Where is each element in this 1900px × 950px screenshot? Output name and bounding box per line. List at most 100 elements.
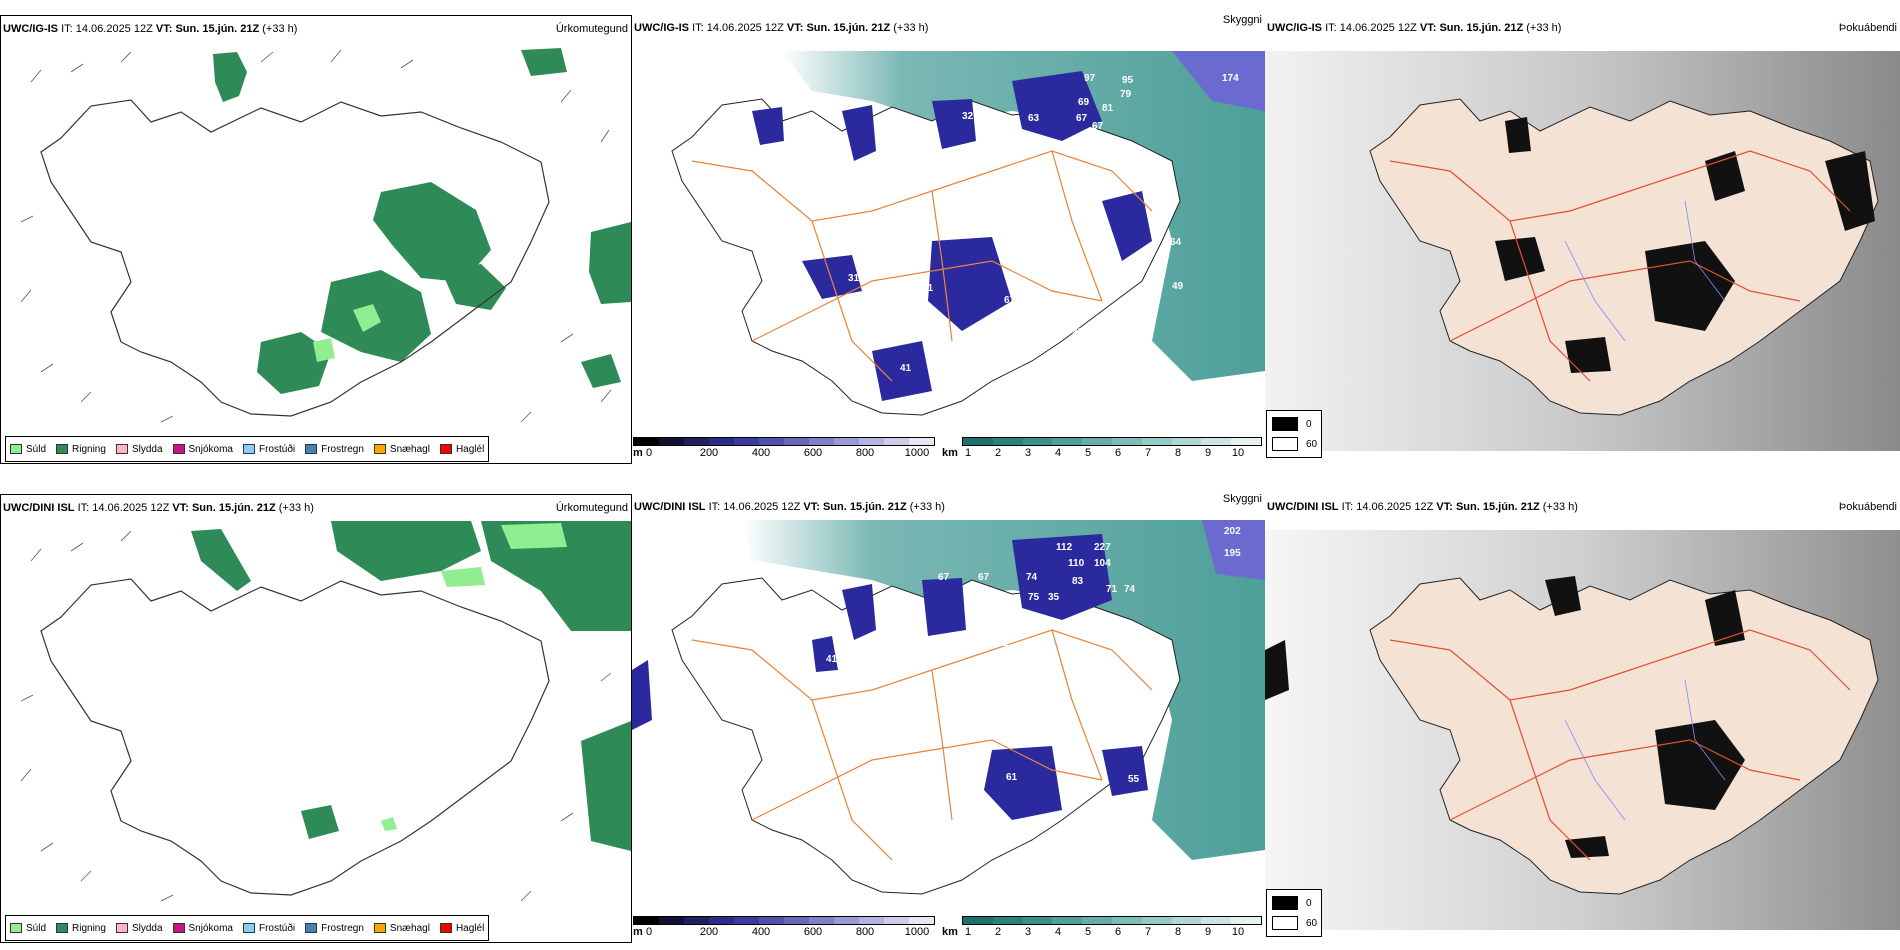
value-label: 119 <box>1022 313 1039 324</box>
value-label: 53 <box>882 602 894 613</box>
coastline <box>40 578 550 896</box>
value-label: 22 <box>1122 161 1134 172</box>
value-label: 67 <box>978 572 990 583</box>
tick-label: 200 <box>699 926 719 938</box>
tick-label: 9 <box>1204 447 1212 459</box>
legend-item: Haglél <box>439 923 484 934</box>
value-label: 49 <box>1172 281 1184 292</box>
panel-title: Skyggni <box>1222 494 1262 505</box>
island <box>671 577 1181 895</box>
height-colorbar: m 0 200 400 600 800 1000 <box>633 437 935 461</box>
km-ticks: 1 2 3 4 5 6 7 8 9 10 <box>942 926 1262 940</box>
drizzle-areas <box>313 304 381 362</box>
value-label: 104 <box>1094 558 1111 569</box>
value-label: 41 <box>808 295 820 306</box>
fog-panel-top: UWC/IG-IS IT: 14.06.2025 12Z VT: Sun. 15… <box>1265 15 1900 464</box>
island <box>671 98 1181 416</box>
legend-item: Snjókoma <box>172 923 233 934</box>
height-colorbar: m 0 200 400 600 800 1000 <box>633 916 935 940</box>
tick-label: 0 <box>645 926 653 938</box>
roads <box>691 150 1153 382</box>
legend-item: Slydda <box>115 444 163 455</box>
panel-title: Úrkomutegund <box>555 502 628 514</box>
visibility-field <box>742 520 1265 860</box>
value-label: 12 <box>998 638 1010 649</box>
legend-item: Snjókoma <box>172 444 233 455</box>
cloud-base-labels: 97 95 174 79 69 81 67 67 63 32 57 54 106… <box>782 73 1239 408</box>
legend-item: Frostregn <box>305 923 364 934</box>
tick-label: 7 <box>1144 926 1152 938</box>
fog-legend-item: 0 <box>1272 417 1312 431</box>
value-label: 28 <box>798 243 810 254</box>
value-label: 64 <box>1170 237 1182 248</box>
panel-header: UWC/IG-IS IT: 14.06.2025 12Z VT: Sun. 15… <box>1265 15 1900 41</box>
value-label: 69 <box>1042 642 1054 653</box>
tick-label: 400 <box>751 447 771 459</box>
tick-label: 2 <box>994 926 1002 938</box>
cloud-base-areas <box>752 71 1152 401</box>
cloud-base-areas <box>812 534 1148 820</box>
panel-title: Skyggni <box>1222 15 1262 26</box>
rivers <box>1564 200 1726 342</box>
height-ticks: 0 200 400 600 800 1000 <box>633 926 935 940</box>
value-label: 227 <box>1094 542 1111 553</box>
cloud-panel-bottom: UWC/DINI ISL IT: 14.06.2025 12Z VT: Sun.… <box>632 494 1265 943</box>
height-colorbar-strip <box>633 916 935 925</box>
tick-label: 5 <box>1084 447 1092 459</box>
value-label: 74 <box>1124 584 1136 595</box>
value-label: 50 <box>932 397 944 408</box>
value-label: 67 <box>938 572 950 583</box>
value-label: 67 <box>1004 295 1016 306</box>
cloud-base-labels: 202 195 112 227 110 104 83 71 74 67 67 7… <box>826 526 1241 823</box>
wind-barbs <box>20 530 612 902</box>
value-label: 50 <box>1040 341 1052 352</box>
value-label: 97 <box>1084 73 1096 84</box>
value-label: 202 <box>1224 526 1241 537</box>
value-label: 81 <box>1102 103 1114 114</box>
tick-label: 0 <box>645 447 653 459</box>
value-label: 31 <box>848 273 860 284</box>
legend-item: Snæhagl <box>373 923 430 934</box>
value-label: 55 <box>1128 774 1140 785</box>
km-colorbar: km 1 2 3 4 5 6 7 8 9 10 <box>942 437 1262 461</box>
tick-label: 1 <box>964 447 972 459</box>
high-cloud-area <box>1202 520 1265 580</box>
precip-legend: Súld Rigning Slydda Snjókoma Frostúði Fr… <box>5 436 490 462</box>
fog-areas <box>1495 117 1875 373</box>
value-label: 41 <box>826 654 838 665</box>
km-unit: km <box>942 447 958 459</box>
km-ticks: 1 2 3 4 5 6 7 8 9 10 <box>942 447 1262 461</box>
tick-label: 8 <box>1174 447 1182 459</box>
tick-label: 7 <box>1144 447 1152 459</box>
legend-item: Haglél <box>439 444 484 455</box>
roads <box>1389 150 1851 382</box>
precip-areas <box>191 521 631 851</box>
fog-legend-item: 60 <box>1272 437 1317 451</box>
value-label: 45 <box>1042 692 1054 703</box>
island <box>1369 98 1879 416</box>
legend-item: Rigning <box>56 923 106 934</box>
panel-title: Þokuábendi <box>1838 22 1897 34</box>
tick-label: 9 <box>1204 926 1212 938</box>
tick-label: 10 <box>1231 447 1245 459</box>
value-label: 79 <box>1120 89 1132 100</box>
value-label: 75 <box>1028 592 1040 603</box>
legend-item: Súld <box>10 444 46 455</box>
value-label: 34 <box>782 233 794 244</box>
tick-label: 8 <box>1174 926 1182 938</box>
value-label: 71 <box>1106 584 1118 595</box>
value-label: 35 <box>1048 592 1060 603</box>
precip-areas <box>213 48 631 394</box>
panel-header: UWC/IG-IS IT: 14.06.2025 12Z VT: Sun. 15… <box>632 15 1265 41</box>
km-colorbar-strip <box>962 437 1262 446</box>
precip-panel-bottom: UWC/DINI ISL IT: 14.06.2025 12Z VT: Sun.… <box>0 494 632 943</box>
visibility-field <box>782 51 1265 381</box>
value-label: 54 <box>898 153 910 164</box>
legend-item: Frostúði <box>242 444 295 455</box>
value-label: 67 <box>1076 113 1088 124</box>
panel-header: UWC/DINI ISL IT: 14.06.2025 12Z VT: Sun.… <box>1 495 631 521</box>
precip-panel-top: UWC/IG-IS IT: 14.06.2025 12Z VT: Sun. 15… <box>0 15 632 464</box>
height-unit: m <box>633 447 643 459</box>
panel-header: UWC/IG-IS IT: 14.06.2025 12Z VT: Sun. 15… <box>1 16 631 42</box>
value-label: 112 <box>1056 542 1073 553</box>
